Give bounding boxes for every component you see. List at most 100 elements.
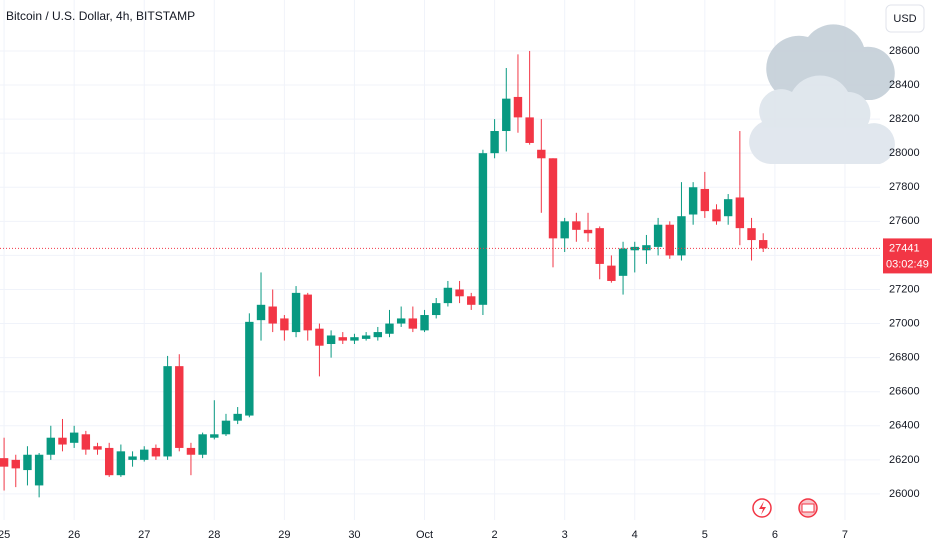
candle-body [326,335,336,344]
y-tick-label: 26400 [889,420,920,432]
candle-body [350,337,359,341]
candle-body [93,446,102,450]
candle-body [642,245,651,251]
currency-button[interactable] [885,4,925,33]
candle-body [151,447,161,457]
y-tick-label: 27000 [889,317,920,329]
candle-body [478,153,488,305]
x-tick-label: 27 [138,529,150,541]
y-tick-label: 27800 [889,181,920,193]
candle-body [175,366,184,448]
last-price-box [883,238,932,274]
candle-body [23,454,32,471]
candle-body [443,287,453,304]
candle-body [198,434,207,455]
candle-body [291,292,301,333]
candle-body [759,240,768,249]
candle-body [58,437,67,445]
candle-body [338,337,347,341]
candle-body [11,459,20,469]
candles [0,50,768,498]
y-tick-label: 26600 [889,386,920,398]
candle-body [583,229,593,234]
candle-body [548,158,558,239]
x-tick-label: 25 [0,529,10,541]
candle-body [537,149,546,159]
candle-body [34,454,44,486]
candle-body [373,332,383,338]
candle-body [396,318,406,324]
candle-body [361,335,371,339]
candle-body [315,328,324,346]
candle-body [688,187,698,215]
candle-body [572,221,581,230]
y-tick-label: 28600 [889,45,920,57]
y-tick-label: 28000 [889,147,920,159]
candle-body [525,117,534,143]
candle-body [210,434,219,438]
candle-body [408,318,418,329]
candle-body [280,318,289,331]
y-tick-label: 28200 [889,113,920,125]
candle-body [502,98,511,132]
candle-body [221,420,231,435]
candle-body [385,323,394,334]
candle-body [163,366,172,457]
y-tick-label: 26800 [889,352,920,364]
x-tick-label: 2 [492,529,498,541]
candle-body [245,321,254,416]
y-tick-label: 27200 [889,283,920,295]
y-tick-label: 28400 [889,79,920,91]
x-tick-label: 3 [562,529,568,541]
candle-body [723,199,733,217]
grid [0,0,880,520]
x-tick-label: 4 [632,529,638,541]
x-tick-label: 7 [842,529,848,541]
candle-body [256,304,266,321]
candle-body [607,265,616,281]
candle-body [665,224,674,256]
x-tick-label: Oct [416,529,433,541]
candle-body [595,228,604,264]
candle-body [0,458,9,467]
candle-body [46,437,56,455]
last-price-label: 27441 [889,242,920,254]
candle-body [712,209,721,222]
candle-body [128,456,137,460]
candle-body [116,451,126,476]
candle-body [700,188,710,212]
y-tick-label: 27600 [889,215,920,227]
y-tick-label: 26200 [889,454,920,466]
y-tick-label: 26000 [889,488,920,500]
candle-body [81,434,91,450]
candle-body [140,449,149,460]
candle-body [69,432,79,443]
event-icon[interactable] [752,498,772,518]
candle-body [303,294,312,331]
event-icon[interactable] [798,498,818,518]
candle-body [618,248,628,276]
candle-body [467,296,476,305]
candle-body [233,413,242,421]
x-tick-label: 29 [278,529,290,541]
candle-body [420,315,429,331]
candle-body [186,447,196,455]
currency-label[interactable]: USD [893,13,916,25]
candle-body [104,447,114,476]
candle-body [513,96,523,118]
x-tick-label: 30 [348,529,360,541]
candle-body [677,216,686,256]
candle-body [490,131,499,154]
x-tick-label: 6 [772,529,778,541]
candle-body [268,306,277,324]
x-tick-label: 26 [68,529,80,541]
candle-body [653,224,663,247]
x-tick-label: 28 [208,529,220,541]
countdown-label: 03:02:49 [886,258,929,270]
candle-body [630,246,639,251]
x-tick-label: 5 [702,529,708,541]
candle-body [455,289,464,297]
candle-body [432,303,441,316]
candle-body [560,221,569,239]
